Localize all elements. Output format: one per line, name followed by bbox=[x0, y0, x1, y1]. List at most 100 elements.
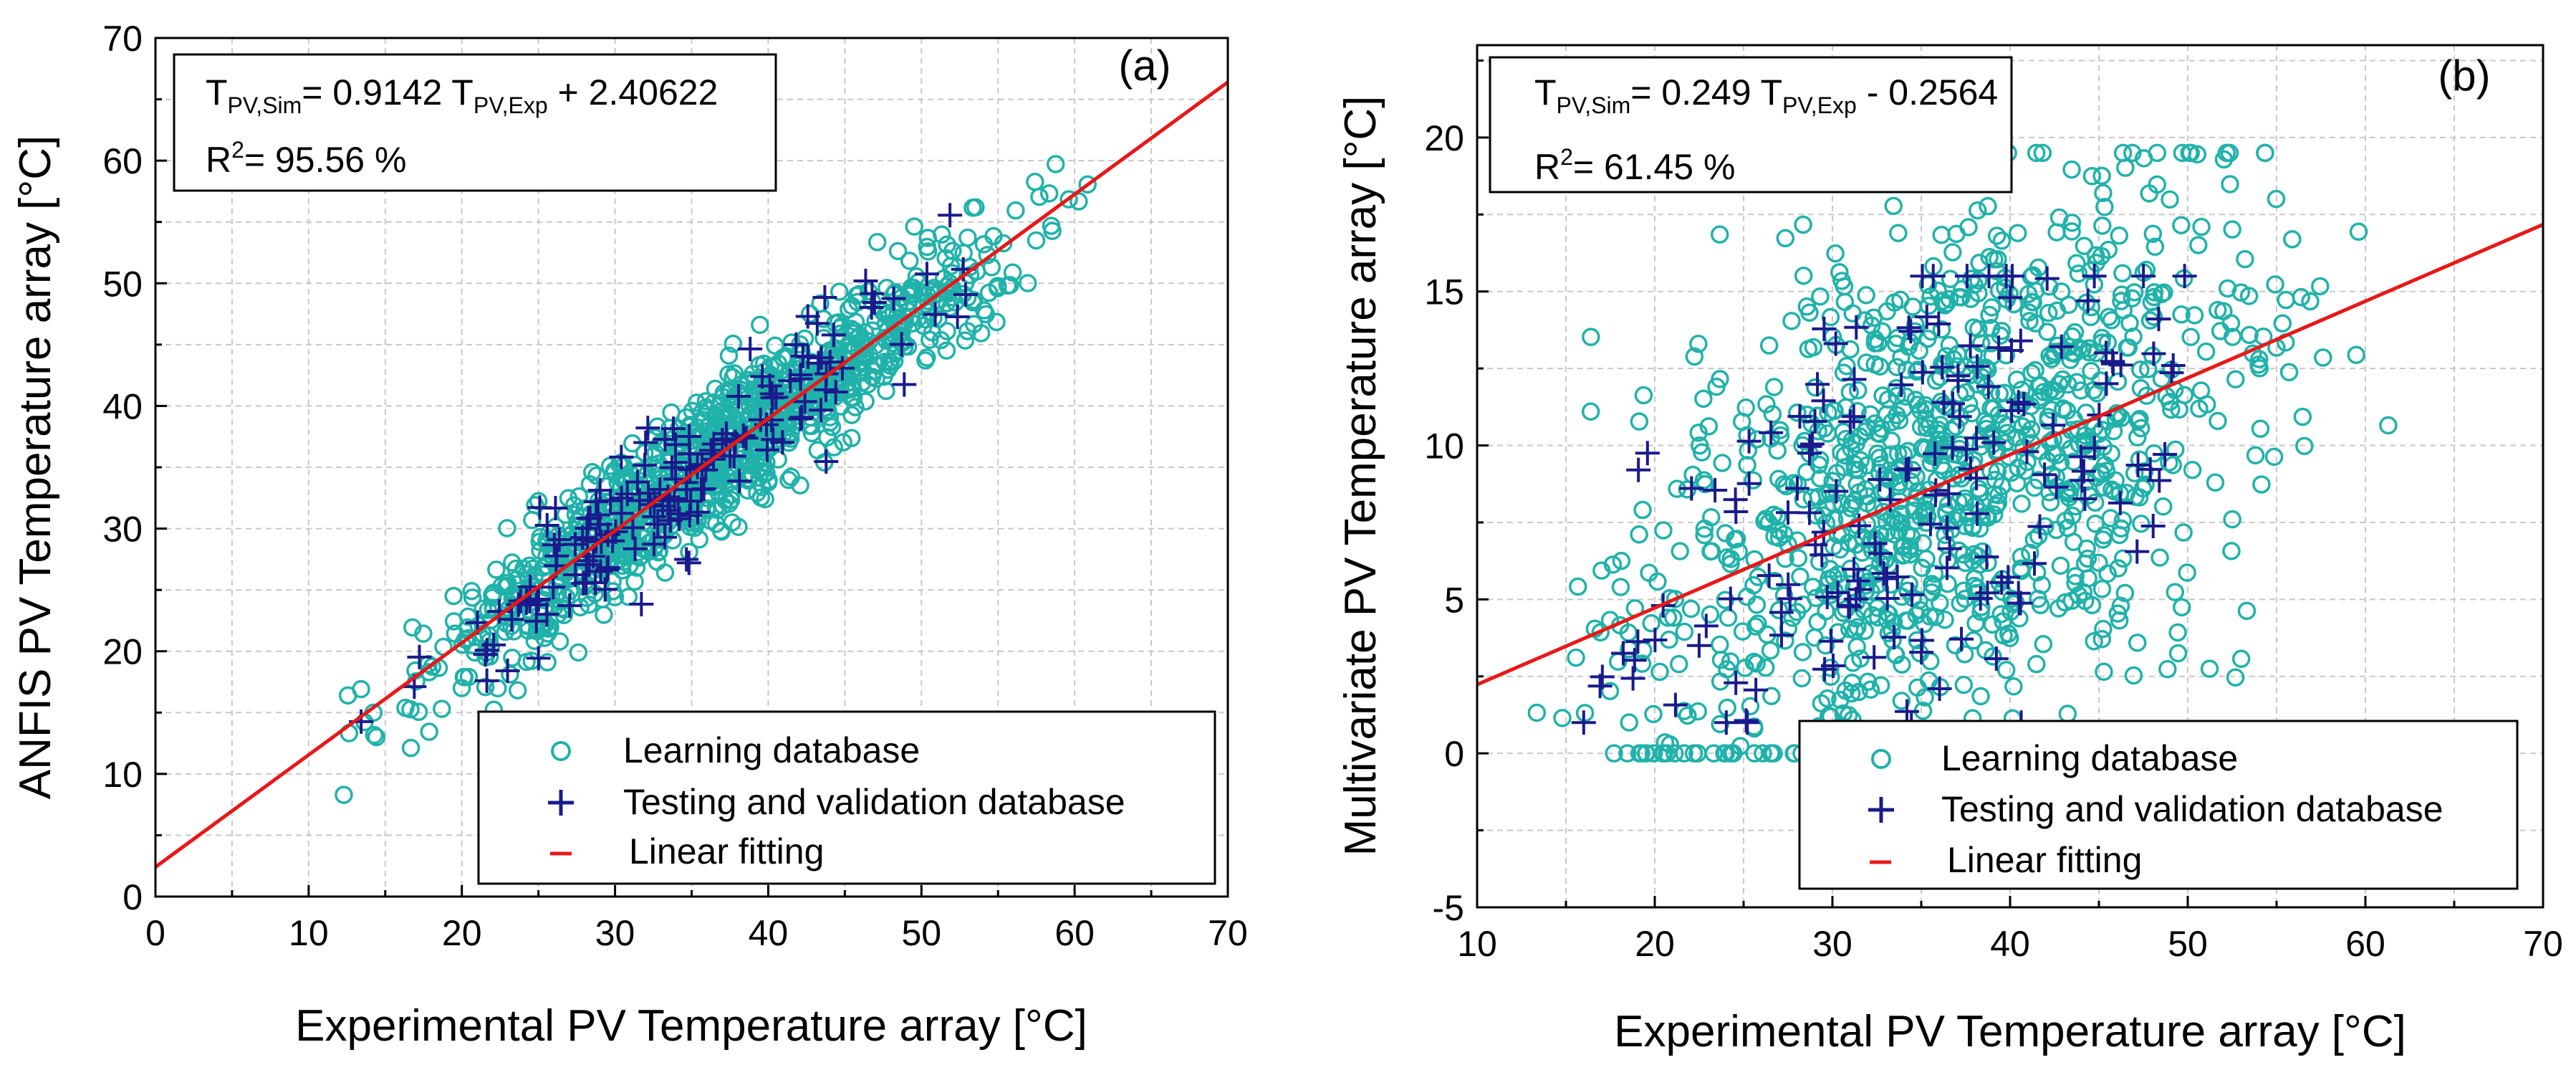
b-learning-point bbox=[1969, 479, 1989, 498]
a-testing-point bbox=[615, 482, 640, 507]
a-learning-point bbox=[401, 738, 420, 758]
b-learning-point bbox=[1695, 526, 1714, 545]
b-testing-point bbox=[2041, 413, 2066, 438]
b-learning-point bbox=[2039, 303, 2058, 323]
b-learning-point bbox=[1882, 431, 1901, 450]
b-testing-point bbox=[2094, 371, 2119, 396]
a-testing-point bbox=[541, 575, 566, 600]
a-testing-point bbox=[823, 380, 848, 405]
b-testing-point bbox=[1863, 531, 1888, 556]
a-testing-point bbox=[814, 449, 839, 474]
b-testing-point bbox=[1590, 664, 1615, 689]
b-learning-point bbox=[1858, 672, 1878, 692]
b-learning-point bbox=[1832, 494, 1851, 513]
b-learning-point bbox=[2012, 495, 2031, 513]
b-learning-point bbox=[2034, 635, 2053, 654]
b-learning-point bbox=[2007, 370, 2027, 389]
b-learning-point bbox=[1937, 398, 1956, 416]
a-testing-point bbox=[659, 455, 684, 480]
eq-b-lhs-sub: PV,Sim bbox=[1557, 92, 1631, 118]
b-learning-point bbox=[2246, 446, 2265, 465]
b-learning-point bbox=[1788, 403, 1807, 422]
b-learning-point bbox=[1892, 692, 1911, 710]
b-testing-point bbox=[2069, 444, 2094, 469]
eq-a-mid: = 0.9142 T bbox=[302, 72, 474, 113]
b-testing-point bbox=[1889, 373, 1914, 398]
b-learning-point bbox=[2143, 224, 2163, 243]
b-testing-point bbox=[1976, 374, 2001, 399]
b-learning-point bbox=[1921, 454, 1941, 472]
b-learning-point bbox=[2264, 447, 2284, 467]
b-learning-point bbox=[2221, 175, 2239, 194]
b-learning-point bbox=[1776, 631, 1794, 650]
b-learning-point bbox=[2066, 567, 2085, 586]
b-learning-point bbox=[1764, 378, 1784, 396]
b-learning-point bbox=[1744, 575, 1763, 595]
b-learning-point bbox=[1792, 669, 1812, 688]
b-learning-point bbox=[2123, 289, 2142, 308]
b-testing-point bbox=[1994, 264, 2019, 289]
panel-a-data bbox=[335, 155, 1097, 804]
b-learning-point bbox=[2153, 497, 2173, 516]
b-learning-point bbox=[1885, 525, 1904, 544]
b-learning-point bbox=[2098, 564, 2117, 583]
b-learning-point bbox=[1996, 661, 2016, 679]
a-testing-point bbox=[713, 421, 739, 446]
a-learning-point bbox=[855, 323, 875, 342]
b-learning-point bbox=[1857, 353, 1876, 372]
b-learning-point bbox=[2101, 509, 2120, 527]
b-testing-point bbox=[1769, 623, 1794, 648]
b-learning-point bbox=[2209, 411, 2227, 431]
a-learning-point bbox=[963, 199, 982, 217]
b-learning-point bbox=[1892, 505, 1911, 523]
b-learning-point bbox=[2267, 189, 2286, 209]
b-learning-point bbox=[1928, 281, 1947, 300]
b-learning-point bbox=[2295, 436, 2314, 456]
a-learning-point bbox=[987, 312, 1006, 332]
b-learning-point bbox=[1788, 531, 1807, 550]
a-learning-point bbox=[595, 606, 613, 624]
b-learning-point bbox=[2150, 548, 2169, 567]
b-learning-point bbox=[1963, 518, 1982, 538]
b-learning-point bbox=[1845, 492, 1865, 510]
b-learning-point bbox=[1794, 267, 1813, 285]
b-learning-point bbox=[2152, 369, 2171, 388]
b-learning-point bbox=[2128, 634, 2147, 652]
b-learning-point bbox=[1774, 475, 1793, 494]
b-testing-point bbox=[1984, 646, 2009, 672]
b-testing-point bbox=[1823, 331, 1848, 356]
a-learning-point bbox=[685, 518, 704, 538]
b-learning-point bbox=[1903, 297, 1922, 316]
b-learning-point bbox=[2279, 363, 2299, 382]
b-learning-point bbox=[1907, 606, 1926, 624]
b-testing-point bbox=[2082, 264, 2107, 289]
b-learning-point bbox=[1940, 290, 1959, 309]
b-testing-point bbox=[2049, 334, 2074, 359]
b-learning-point bbox=[1746, 617, 1765, 636]
b-learning-point bbox=[1741, 697, 1760, 716]
legend-b-learning-label: Learning database bbox=[1941, 738, 2238, 778]
b-testing-point bbox=[1693, 613, 1719, 639]
b-learning-point bbox=[1745, 744, 1764, 763]
a-learning-point bbox=[769, 354, 788, 373]
b-learning-point bbox=[1922, 583, 1941, 602]
b-learning-point bbox=[1689, 335, 1708, 353]
a-learning-point bbox=[538, 653, 557, 672]
b-learning-point bbox=[2027, 143, 2046, 163]
a-testing-point bbox=[658, 508, 683, 533]
b-learning-point bbox=[1913, 558, 1931, 578]
b-learning-point bbox=[1818, 689, 1837, 708]
b-testing-point bbox=[2100, 351, 2125, 376]
b-learning-point bbox=[1950, 287, 1969, 307]
b-learning-point bbox=[1916, 400, 1935, 419]
a-testing-point bbox=[623, 536, 648, 561]
b-learning-point bbox=[2132, 515, 2150, 533]
b-learning-point bbox=[2145, 237, 2165, 257]
a-learning-point bbox=[335, 785, 353, 804]
b-testing-point bbox=[1953, 436, 1979, 462]
b-learning-point bbox=[2236, 249, 2254, 269]
b-learning-point bbox=[1688, 702, 1707, 721]
b-testing-point bbox=[1868, 541, 1893, 566]
b-learning-point bbox=[1991, 605, 2010, 624]
